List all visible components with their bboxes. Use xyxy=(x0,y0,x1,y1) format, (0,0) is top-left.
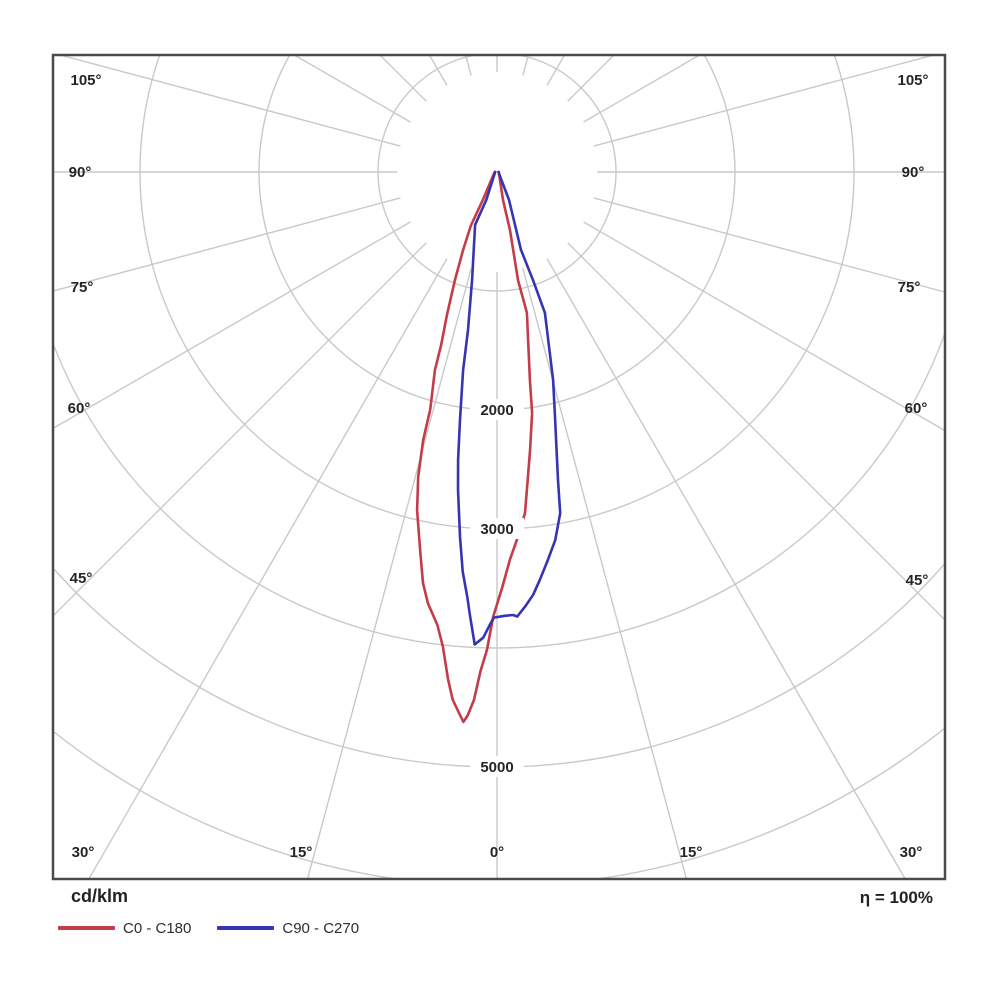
angle-label: 75° xyxy=(898,279,921,296)
angle-label: 15° xyxy=(680,844,703,861)
angle-label: 45° xyxy=(70,570,93,587)
grid-ray xyxy=(465,56,472,76)
legend-item-c90-c270: C90 - C270 xyxy=(217,919,359,937)
grid-ray xyxy=(54,221,411,429)
grid-ray xyxy=(567,242,944,620)
radial-label: 5000 xyxy=(480,759,513,776)
efficiency-label: η = 100% xyxy=(859,888,933,907)
angle-label: 105° xyxy=(70,72,101,89)
angle-label: 15° xyxy=(290,844,313,861)
grid-ray xyxy=(54,197,401,292)
angle-label: 60° xyxy=(68,400,91,417)
curve-c90-c270 xyxy=(456,170,562,646)
curve-c0-c180 xyxy=(415,170,534,724)
grid-ray xyxy=(567,56,614,102)
angle-label: 45° xyxy=(906,572,929,589)
grid-ray xyxy=(522,56,529,76)
grid-ray xyxy=(429,56,448,86)
grid-ray xyxy=(546,258,906,878)
angle-label: 75° xyxy=(71,279,94,296)
radial-label-mask xyxy=(470,756,524,777)
angle-label: 0° xyxy=(490,844,504,861)
chart-frame xyxy=(51,53,947,881)
angle-label: 90° xyxy=(69,164,92,181)
angle-label: 30° xyxy=(72,844,95,861)
grid-ray xyxy=(593,56,933,147)
grid-ray xyxy=(307,268,472,878)
legend-swatch-red-line xyxy=(58,926,115,930)
radial-label-mask xyxy=(470,399,524,420)
grid-ray xyxy=(522,268,687,878)
angle-label: 30° xyxy=(900,844,923,861)
radial-label: 2000 xyxy=(480,402,513,419)
grid-circle xyxy=(54,727,944,878)
grid-ray xyxy=(54,242,427,616)
grid-ray xyxy=(380,56,427,102)
legend-item-c0-c180: C0 - C180 xyxy=(58,919,191,937)
legend: C0 - C180 C90 - C270 xyxy=(58,919,359,937)
angle-label: 105° xyxy=(897,72,928,89)
legend-label-c90-c270: C90 - C270 xyxy=(282,919,360,937)
radial-label: 3000 xyxy=(480,521,513,538)
legend-swatch-blue-line xyxy=(217,926,275,930)
grid-ray xyxy=(546,56,565,86)
radial-label-mask xyxy=(470,518,524,539)
grid-ray xyxy=(61,56,401,147)
units-label: cd/klm xyxy=(71,886,129,906)
grid-ray xyxy=(88,258,448,878)
angle-label: 60° xyxy=(905,400,928,417)
grid-ray xyxy=(583,221,944,431)
legend-label-c0-c180: C0 - C180 xyxy=(123,919,192,937)
grid-ray xyxy=(294,56,411,123)
angle-label: 90° xyxy=(902,164,925,181)
grid-ray xyxy=(593,197,944,293)
grid-ray xyxy=(583,56,700,123)
